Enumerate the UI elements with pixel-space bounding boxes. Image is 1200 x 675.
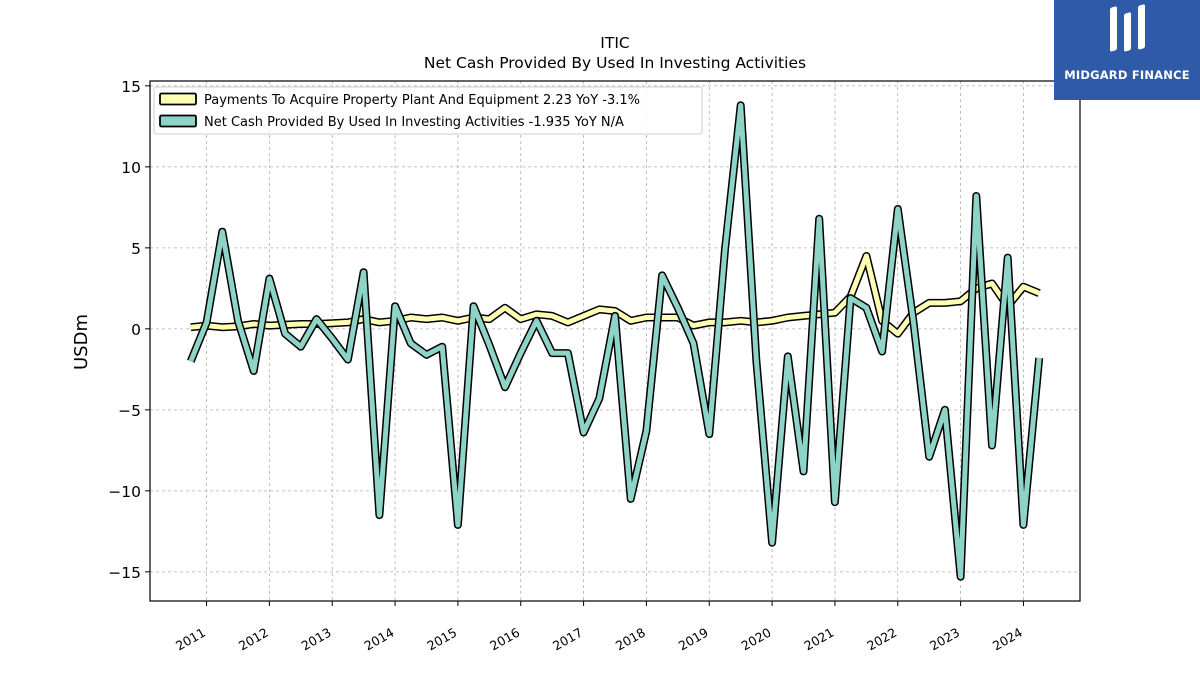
y-tick-label: −15 bbox=[108, 564, 141, 582]
chart-title: ITIC bbox=[600, 34, 629, 52]
x-tick-label: 2017 bbox=[550, 625, 585, 654]
x-tick-label: 2018 bbox=[613, 625, 648, 654]
x-tick-label: 2011 bbox=[173, 625, 208, 654]
x-tick-label: 2023 bbox=[927, 625, 962, 654]
x-tick-label: 2020 bbox=[739, 625, 774, 654]
legend: Payments To Acquire Property Plant And E… bbox=[153, 86, 703, 135]
legend-box bbox=[153, 86, 703, 135]
y-tick-label: 10 bbox=[121, 159, 141, 177]
y-tick-label: −10 bbox=[108, 483, 141, 501]
x-tick-label: 2016 bbox=[487, 625, 522, 654]
y-tick-label: 5 bbox=[131, 240, 141, 258]
y-tick-label: −5 bbox=[118, 402, 141, 420]
x-tick-label: 2014 bbox=[362, 625, 397, 654]
legend-label-investing: Net Cash Provided By Used In Investing A… bbox=[204, 115, 624, 130]
midgard-logo-icon bbox=[1110, 4, 1145, 52]
y-axis-label: USDm bbox=[71, 314, 92, 370]
legend-swatch-investing bbox=[159, 114, 197, 128]
legend-swatch-ppe bbox=[159, 92, 197, 106]
x-tick-label: 2015 bbox=[424, 625, 459, 654]
series-line-1 bbox=[188, 102, 1042, 580]
x-tick-label: 2012 bbox=[236, 625, 271, 654]
x-tick-label: 2019 bbox=[676, 625, 711, 654]
x-tick-label: 2022 bbox=[864, 625, 899, 654]
chart-subtitle: Net Cash Provided By Used In Investing A… bbox=[424, 54, 806, 72]
x-axis: 2011 2012 2013 2014 2015 2016 2017 2018 2019 2020… bbox=[173, 601, 1025, 654]
brand-name: MIDGARD FINANCE bbox=[1064, 68, 1190, 82]
y-tick-label: 15 bbox=[121, 78, 141, 96]
series-line-0 bbox=[190, 253, 1041, 337]
y-axis: 15 10 5 0 −5 −10 −15 bbox=[108, 78, 150, 582]
x-tick-label: 2013 bbox=[299, 625, 334, 654]
x-tick-label: 2021 bbox=[801, 625, 836, 654]
plot-area bbox=[149, 80, 1081, 602]
x-tick-label: 2024 bbox=[990, 625, 1025, 654]
brand-logo: MIDGARD FINANCE bbox=[1054, 0, 1200, 100]
series-lines bbox=[187, 101, 1044, 581]
legend-label-ppe: Payments To Acquire Property Plant And E… bbox=[204, 93, 640, 108]
y-tick-label: 0 bbox=[131, 321, 141, 339]
